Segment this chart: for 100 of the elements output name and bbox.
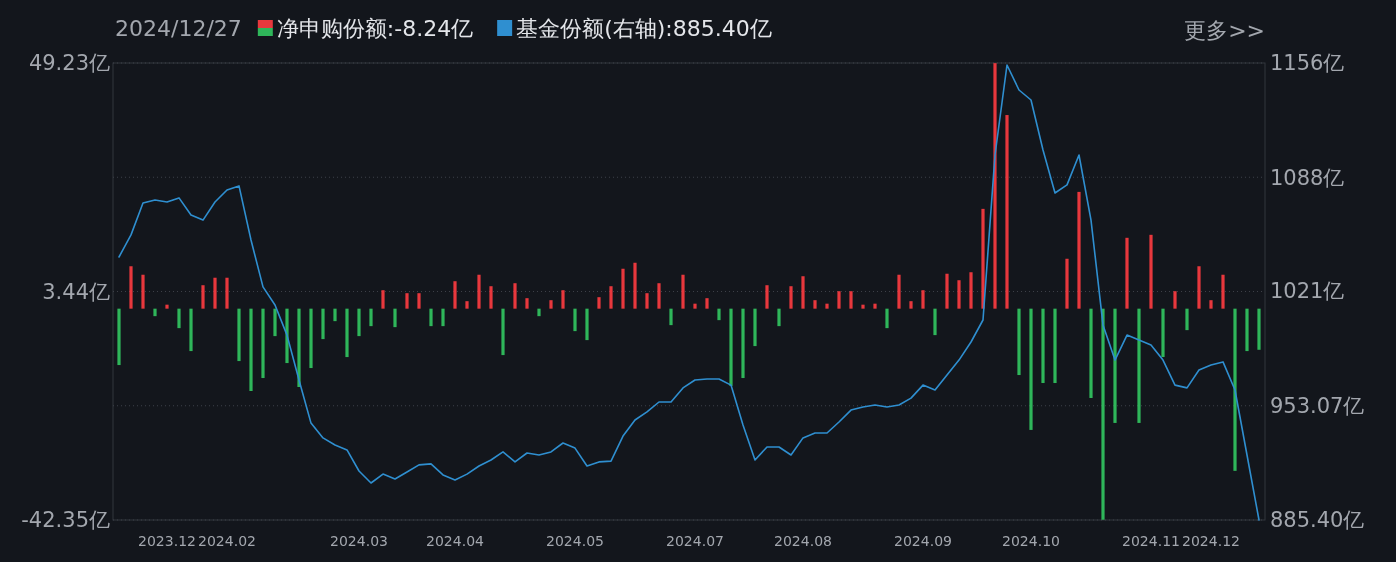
- bar: [537, 308, 541, 317]
- bar: [1029, 308, 1033, 430]
- bar: [1113, 308, 1117, 423]
- bar: [1221, 274, 1225, 309]
- bar: [681, 274, 685, 309]
- bar: [321, 308, 325, 340]
- bar: [309, 308, 313, 369]
- bar: [849, 291, 853, 309]
- y-tick-label: 49.23亿: [28, 51, 110, 75]
- bar: [777, 308, 781, 327]
- bar: [501, 308, 505, 356]
- bar: [933, 308, 937, 336]
- bar: [825, 303, 829, 309]
- bar: [1149, 234, 1153, 309]
- bar: [813, 300, 817, 309]
- bar: [489, 286, 493, 309]
- bar: [405, 293, 409, 309]
- bar: [597, 297, 601, 309]
- bar: [705, 298, 709, 309]
- bar: [429, 308, 433, 327]
- bar: [189, 308, 193, 352]
- x-tick-label: 2023.12: [138, 533, 196, 549]
- bar: [333, 308, 337, 322]
- bar: [1161, 308, 1165, 358]
- bar: [885, 308, 889, 329]
- x-tick-label: 2024.12: [1182, 533, 1240, 549]
- x-tick-label: 2024.10: [1002, 533, 1060, 549]
- bar: [753, 308, 757, 347]
- text: 更多>>: [1184, 18, 1265, 43]
- bar: [1041, 308, 1045, 384]
- bar: [441, 308, 445, 327]
- bar: [1209, 300, 1213, 309]
- bar: [897, 274, 901, 309]
- bar: [765, 285, 769, 309]
- bar: [261, 308, 265, 379]
- bar: [1053, 308, 1057, 384]
- bar: [981, 208, 985, 309]
- bar: [837, 291, 841, 309]
- y2-tick-label: 1156亿: [1270, 51, 1345, 75]
- bar: [585, 308, 589, 341]
- line-series: [118, 64, 1260, 521]
- bar: [249, 308, 253, 391]
- bar: [789, 286, 793, 309]
- bar: [369, 308, 373, 327]
- bar: [741, 308, 745, 379]
- bar: [1077, 191, 1081, 309]
- legend-label: 净申购份额:-8.24亿: [276, 16, 474, 41]
- bar: [633, 262, 637, 309]
- bar: [861, 304, 865, 309]
- bar: [117, 308, 121, 366]
- x-tick-label: 2024.07: [666, 533, 724, 549]
- bar: [609, 286, 613, 309]
- bar: [921, 290, 925, 309]
- bar: [1137, 308, 1141, 423]
- bar: [465, 301, 469, 309]
- x-tick-label: 2024.08: [774, 533, 832, 549]
- bar: [693, 303, 697, 309]
- bar: [417, 293, 421, 309]
- bar: [909, 301, 913, 309]
- bar: [1089, 308, 1093, 398]
- bar: [357, 308, 361, 337]
- bar: [201, 285, 205, 309]
- bar: [561, 290, 565, 309]
- bar: [1005, 115, 1009, 309]
- bar: [1125, 237, 1129, 309]
- bar: [801, 276, 805, 309]
- bar: [645, 293, 649, 309]
- bar: [177, 308, 181, 329]
- bar: [453, 281, 457, 309]
- bar: [285, 308, 289, 364]
- x-tick-label: 2024.11: [1122, 533, 1180, 549]
- bar: [165, 304, 169, 309]
- bar: [573, 308, 577, 332]
- bar: [129, 266, 133, 309]
- bar: [1173, 291, 1177, 309]
- bar: [1197, 266, 1201, 309]
- bar: [1245, 308, 1249, 352]
- bar: [297, 308, 301, 388]
- y-tick-label: 3.44亿: [42, 279, 110, 304]
- bar: [381, 290, 385, 309]
- bar: [873, 303, 877, 309]
- bar: [213, 277, 217, 309]
- bar: [153, 308, 157, 317]
- x-tick-label: 2024.02: [198, 533, 256, 549]
- bar: [1017, 308, 1021, 376]
- bar: [1065, 258, 1069, 309]
- bar: [657, 283, 661, 309]
- bar: [1185, 308, 1189, 331]
- bar: [969, 272, 973, 309]
- bar: [549, 300, 553, 309]
- y2-tick-label: 1088亿: [1270, 165, 1345, 190]
- bar: [945, 273, 949, 309]
- bar: [345, 308, 349, 358]
- legend-label: 基金份额(右轴):885.40亿: [516, 16, 772, 41]
- bar: [1101, 308, 1105, 520]
- x-tick-label: 2024.09: [894, 533, 952, 549]
- bar: [1233, 308, 1237, 471]
- bar: [237, 308, 241, 362]
- x-tick-label: 2024.05: [546, 533, 604, 549]
- bar: [513, 283, 517, 309]
